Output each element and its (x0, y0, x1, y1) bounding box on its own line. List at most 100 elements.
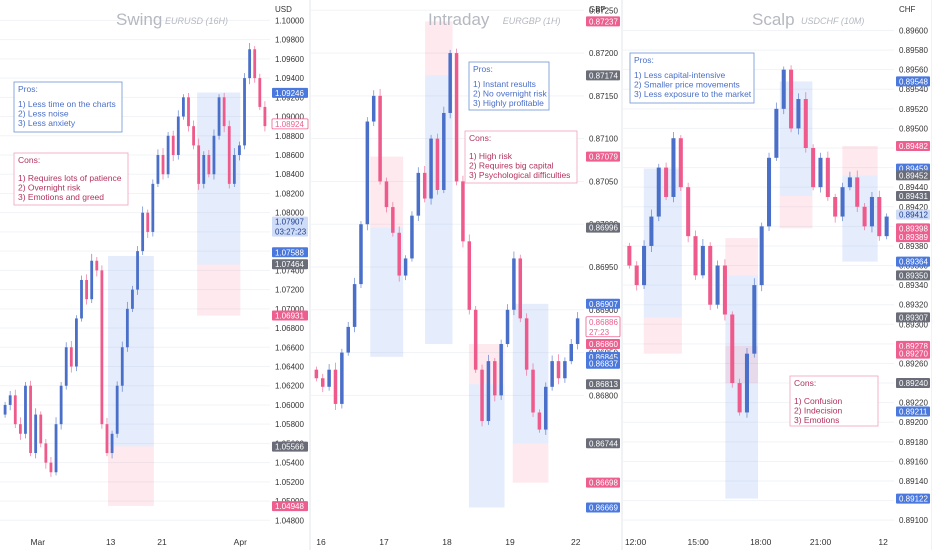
x-tick-label: Apr (234, 537, 247, 547)
price-tag-label: 0.89278 (899, 342, 928, 351)
y-tick-label: 1.05200 (275, 478, 304, 487)
pros-item: 3) Highly profitable (473, 98, 544, 108)
candle-body (13, 395, 17, 425)
cons-title: Cons: (18, 155, 40, 165)
candle-body (518, 258, 523, 319)
price-tag (896, 170, 930, 181)
y-tick-label: 1.06400 (275, 362, 304, 371)
price-tag (586, 358, 620, 369)
candle-body (346, 326, 350, 353)
candle-body (796, 99, 801, 129)
y-tick-label: 1.09800 (275, 36, 304, 45)
price-tag-label: 1.07588 (275, 248, 304, 257)
price-tag-label: 0.89364 (899, 258, 928, 267)
candle-body (161, 155, 165, 175)
candle-body (410, 215, 414, 259)
candle-body (146, 212, 150, 232)
candle-body (767, 157, 772, 227)
candle-body (847, 177, 852, 188)
candle-body (499, 344, 503, 396)
x-tick-label: 12 (878, 537, 888, 547)
price-tag (586, 222, 620, 233)
price-tag-label: 1.06931 (275, 311, 304, 320)
pink-zone (725, 238, 758, 276)
candle-body (700, 245, 705, 276)
candle-body (359, 224, 363, 285)
y-tick-label: 0.89300 (899, 320, 928, 329)
candle-body (825, 157, 830, 197)
price-tag (272, 310, 308, 321)
candle-body (115, 385, 119, 434)
candle-body (744, 353, 749, 413)
candle-body (95, 260, 99, 271)
candle-body (759, 226, 764, 286)
candle-body (258, 78, 262, 107)
candle-body (693, 236, 698, 276)
price-tag (271, 118, 309, 130)
price-tag (896, 340, 930, 351)
candle-body (774, 108, 779, 158)
candle-body (862, 206, 867, 227)
candle-body (243, 78, 246, 146)
candle-body (818, 157, 823, 188)
candle-body (877, 196, 882, 237)
pros-item: 1) Instant results (473, 79, 536, 89)
cons-item: 2) Indecision (794, 406, 842, 416)
cons-item: 1) High risk (469, 151, 513, 161)
candle-body (85, 279, 89, 300)
y-tick-label: 1.09600 (275, 55, 304, 64)
candle-body (869, 196, 874, 227)
candle-body (136, 251, 139, 290)
candle-body (166, 135, 170, 175)
price-tag-label: 0.86744 (589, 439, 618, 448)
candle-body (649, 216, 654, 246)
pros-box (629, 52, 755, 104)
y-tick-label: 0.89220 (899, 399, 928, 408)
cons-title: Cons: (794, 378, 816, 388)
y-tick-label: 1.08600 (275, 151, 304, 160)
candle-body (442, 112, 446, 190)
y-tick-label: 0.86800 (589, 391, 618, 400)
candle-body (151, 183, 155, 232)
y-tick-label: 0.89260 (899, 359, 928, 368)
y-tick-label: 0.86900 (589, 306, 618, 315)
cons-item: 1) Requires lots of patience (18, 173, 122, 183)
candle-body (39, 414, 43, 444)
price-tag (896, 256, 930, 267)
candle-body (90, 260, 94, 300)
candle-body (100, 270, 104, 425)
y-tick-label: 0.89180 (899, 438, 928, 447)
candle-body (671, 138, 676, 197)
price-tag (586, 477, 620, 488)
y-tick-label: 0.87050 (589, 177, 618, 186)
y-tick-label: 1.07200 (275, 286, 304, 295)
candle-body (378, 95, 382, 182)
price-tag-label: 1.04948 (275, 502, 304, 511)
panel-title: Swing (116, 10, 162, 29)
candle-body (678, 138, 683, 188)
y-tick-label: 0.89580 (899, 46, 928, 55)
x-tick-label: 13 (106, 537, 116, 547)
pros-title: Pros: (634, 55, 654, 65)
x-tick-label: 19 (505, 537, 515, 547)
y-tick-label: 0.89160 (899, 457, 928, 466)
y-tick-label: 1.07000 (275, 305, 304, 314)
candle-body (722, 265, 727, 315)
y-tick-label: 0.89600 (899, 26, 928, 35)
cons-item: 1) Confusion (794, 396, 842, 406)
price-tag (586, 70, 620, 81)
price-tag-label: 0.89307 (899, 313, 928, 322)
candle-body (105, 424, 109, 454)
y-tick-label: 0.87100 (589, 135, 618, 144)
candle-body (537, 412, 542, 430)
y-tick-label: 1.10000 (275, 16, 304, 25)
price-tag-label: 0.89240 (899, 379, 928, 388)
candle-body (202, 155, 206, 184)
price-tag (896, 232, 930, 243)
price-tag-label: 0.86886 (589, 318, 618, 327)
candle-body (473, 309, 478, 370)
pros-title: Pros: (18, 84, 38, 94)
y-tick-label: 0.89320 (899, 301, 928, 310)
price-tag-label: 0.87079 (589, 153, 618, 162)
currency-label: USD (275, 5, 292, 14)
